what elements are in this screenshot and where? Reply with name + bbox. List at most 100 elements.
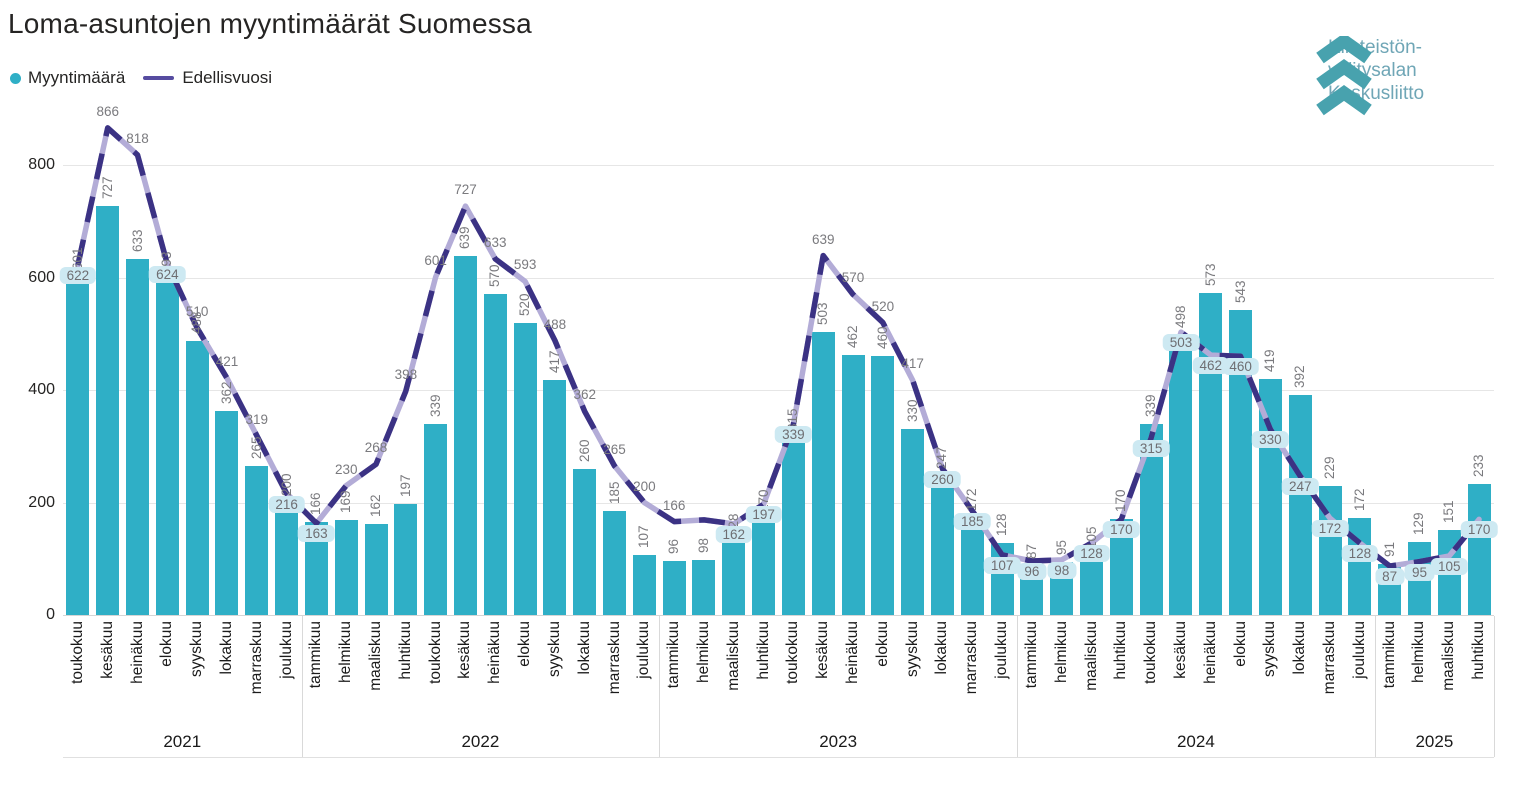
bar-huhtikuu-2025[interactable]	[1467, 483, 1491, 615]
bar-helmikuu-2022[interactable]	[334, 519, 358, 615]
bar-lokakuu-2023[interactable]	[930, 476, 954, 615]
bar-value-label: 129	[1411, 512, 1427, 536]
bar-elokuu-2021[interactable]	[155, 281, 179, 615]
bar-heinäkuu-2022[interactable]	[483, 294, 507, 615]
y-axis-tick-label: 400	[28, 381, 55, 398]
line-value-label: 488	[543, 316, 567, 332]
bar-toukokuu-2024[interactable]	[1139, 424, 1163, 615]
month-label: syyskuu	[188, 621, 206, 677]
bar-toukokuu-2023[interactable]	[781, 437, 805, 615]
bar-huhtikuu-2024[interactable]	[1109, 519, 1133, 615]
month-label: lokakuu	[1291, 621, 1309, 675]
line-value-label: 601	[424, 252, 447, 268]
month-label: elokuu	[516, 621, 534, 667]
line-value-label: 128	[1073, 545, 1110, 562]
bar-tammikuu-2022[interactable]	[304, 521, 328, 615]
bar-heinäkuu-2021[interactable]	[126, 258, 150, 615]
line-value-label: 96	[1017, 563, 1047, 580]
bar-joulukuu-2024[interactable]	[1348, 518, 1372, 615]
bar-syyskuu-2022[interactable]	[543, 380, 567, 615]
line-value-label: 107	[983, 556, 1021, 574]
line-value-label: 462	[1192, 357, 1230, 375]
month-label: heinäkuu	[1201, 621, 1219, 684]
bar-value-label: 503	[815, 302, 831, 326]
bar-tammikuu-2023[interactable]	[662, 561, 686, 615]
line-value-label: 172	[1311, 520, 1349, 538]
bar-value-label: 417	[546, 350, 562, 374]
line-value-label: 421	[215, 354, 239, 370]
year-label: 2023	[819, 732, 858, 751]
bar-lokakuu-2021[interactable]	[215, 411, 239, 615]
line-value-label: 230	[334, 461, 358, 477]
bar-huhtikuu-2022[interactable]	[394, 504, 418, 615]
bar-value-label: 96	[666, 538, 682, 554]
month-label: marraskuu	[605, 621, 623, 695]
month-label: tammikuu	[1022, 621, 1040, 689]
bar-lokakuu-2024[interactable]	[1288, 394, 1312, 615]
bar-value-label: 98	[695, 537, 711, 553]
line-value-label: 319	[245, 411, 269, 427]
line-value-label: 503	[1162, 334, 1200, 352]
month-label: tammikuu	[1380, 621, 1398, 689]
bar-kesäkuu-2023[interactable]	[811, 332, 835, 615]
month-label: heinäkuu	[128, 621, 146, 684]
month-label: maaliskuu	[1082, 621, 1100, 691]
bar-value-label: 419	[1262, 349, 1278, 373]
bar-huhtikuu-2023[interactable]	[752, 519, 776, 615]
bar-toukokuu-2021[interactable]	[66, 276, 90, 615]
gridline	[63, 390, 1494, 391]
month-label: maaliskuu	[367, 621, 385, 691]
bar-value-label: 498	[1172, 305, 1188, 328]
bar-elokuu-2022[interactable]	[513, 322, 537, 615]
bar-value-label: 200	[278, 472, 294, 496]
bar-kesäkuu-2024[interactable]	[1169, 334, 1193, 615]
bar-syyskuu-2023[interactable]	[901, 429, 925, 615]
bar-syyskuu-2021[interactable]	[185, 340, 209, 615]
bar-value-label: 362	[218, 381, 234, 405]
bar-kesäkuu-2021[interactable]	[96, 206, 120, 615]
bar-kesäkuu-2022[interactable]	[453, 255, 477, 615]
bar-helmikuu-2023[interactable]	[692, 559, 716, 615]
bar-marraskuu-2022[interactable]	[603, 510, 627, 615]
line-value-label: 128	[1341, 545, 1379, 562]
bar-joulukuu-2022[interactable]	[632, 554, 656, 615]
line-value-label: 639	[811, 231, 835, 247]
month-label: kesäkuu	[98, 621, 116, 679]
line-value-label: 185	[954, 512, 991, 530]
bar-value-label: 169	[338, 490, 354, 513]
month-label: syyskuu	[1261, 621, 1279, 677]
bar-value-label: 573	[1202, 263, 1218, 286]
bar-value-label: 128	[994, 513, 1010, 536]
bar-lokakuu-2022[interactable]	[573, 468, 597, 615]
month-label: tammikuu	[665, 621, 683, 689]
bar-value-label: 91	[1381, 541, 1397, 557]
bar-elokuu-2023[interactable]	[871, 356, 895, 615]
month-label: heinäkuu	[844, 621, 862, 684]
year-label: 2024	[1176, 732, 1215, 751]
bar-marraskuu-2024[interactable]	[1318, 486, 1342, 615]
legend-item-myyntimaara[interactable]: Myyntimäärä	[28, 68, 126, 87]
x-axis-line	[63, 615, 1494, 616]
bar-maaliskuu-2022[interactable]	[364, 523, 388, 615]
legend: Myyntimäärä Edellisvuosi	[10, 68, 272, 88]
line-value-label: 247	[1281, 478, 1319, 496]
legend-item-edellisvuosi[interactable]: Edellisvuosi	[182, 68, 273, 87]
month-label: kesäkuu	[1171, 621, 1189, 679]
year-separator	[1494, 616, 1495, 757]
line-value-label: 163	[298, 525, 335, 543]
bar-marraskuu-2021[interactable]	[245, 465, 269, 615]
bar-elokuu-2024[interactable]	[1229, 309, 1253, 615]
bar-joulukuu-2021[interactable]	[275, 502, 299, 615]
bar-maaliskuu-2024[interactable]	[1080, 555, 1104, 615]
bar-value-label: 233	[1471, 454, 1487, 477]
bar-value-label: 392	[1292, 364, 1308, 388]
bar-value-label: 570	[487, 264, 503, 288]
bar-maaliskuu-2023[interactable]	[722, 543, 746, 615]
bar-marraskuu-2023[interactable]	[960, 518, 984, 615]
line-value-label: 624	[149, 266, 186, 283]
month-label: marraskuu	[247, 621, 265, 695]
bar-heinäkuu-2023[interactable]	[841, 355, 865, 615]
month-label: maaliskuu	[724, 621, 742, 691]
bar-toukokuu-2022[interactable]	[424, 424, 448, 615]
